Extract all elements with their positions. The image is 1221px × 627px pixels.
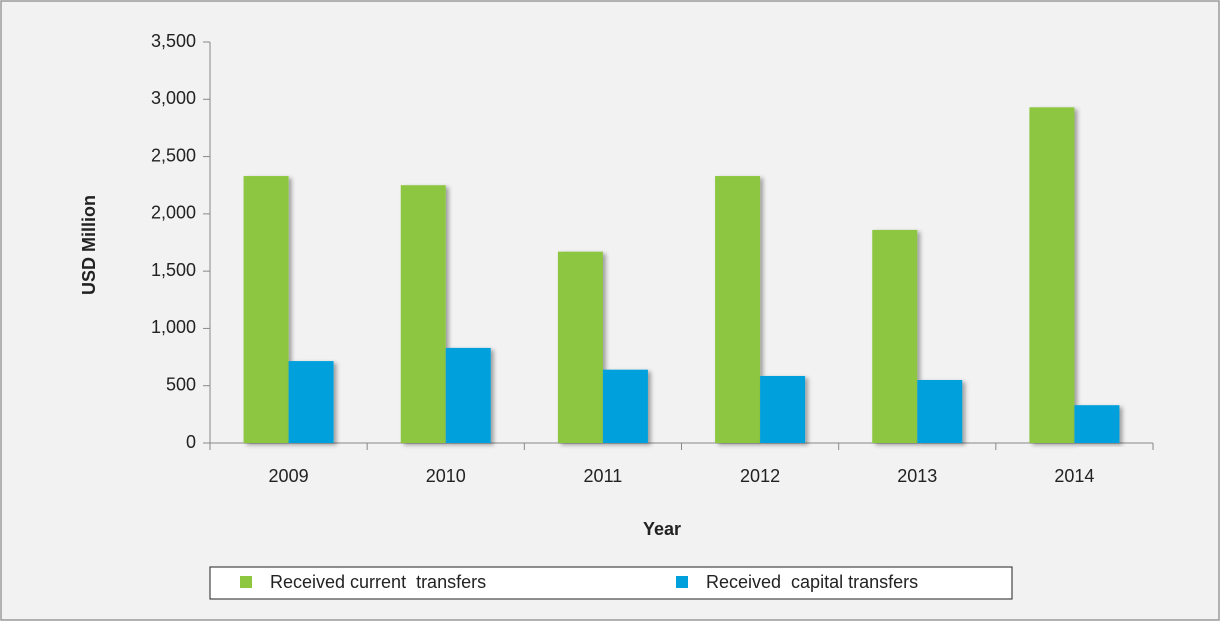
- bar: [557, 251, 603, 443]
- y-tick-label: 0: [186, 432, 196, 452]
- legend: [209, 566, 1013, 600]
- legend-swatch: [676, 576, 688, 588]
- y-tick-label: 2,000: [151, 203, 196, 223]
- x-tick-label: 2011: [584, 466, 623, 486]
- bar: [288, 361, 334, 443]
- y-tick-label: 2,500: [151, 145, 196, 165]
- y-tick-label: 3,500: [151, 31, 196, 51]
- legend-label: Received current transfers: [270, 572, 486, 592]
- bar: [917, 379, 963, 443]
- bar: [400, 185, 446, 443]
- bar: [602, 369, 648, 443]
- x-tick-label: 2009: [269, 466, 309, 486]
- bar: [872, 229, 918, 443]
- y-axis-label: USD Million: [79, 195, 99, 295]
- legend-swatch: [240, 576, 252, 588]
- bar: [760, 375, 806, 443]
- y-tick-label: 1,000: [151, 317, 196, 337]
- bar: [1029, 107, 1075, 443]
- bar: [445, 347, 491, 443]
- x-tick-label: 2010: [426, 466, 466, 486]
- y-tick-label: 500: [166, 374, 196, 394]
- x-tick-label: 2012: [740, 466, 780, 486]
- legend-label: Received capital transfers: [706, 572, 918, 592]
- x-axis-label: Year: [643, 519, 681, 539]
- x-tick-label: 2013: [897, 466, 937, 486]
- bar: [243, 176, 289, 443]
- bar: [715, 176, 761, 443]
- bar: [1074, 405, 1120, 443]
- y-tick-label: 3,000: [151, 88, 196, 108]
- x-tick-label: 2014: [1054, 466, 1094, 486]
- y-tick-label: 1,500: [151, 260, 196, 280]
